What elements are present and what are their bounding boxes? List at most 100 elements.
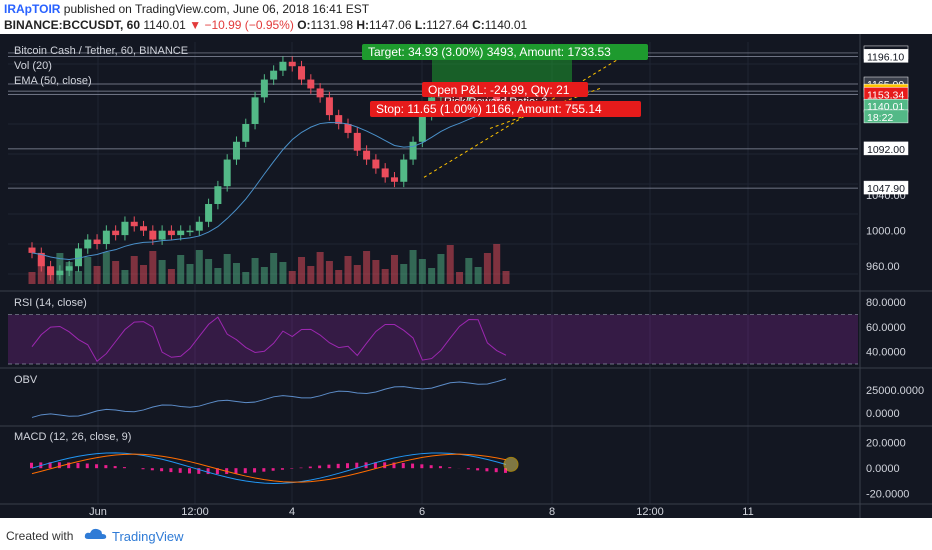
volume-bar [242,272,250,284]
macd-histogram-bar [243,468,247,474]
price-badge [863,141,909,156]
macd-histogram-bar [67,462,71,469]
price-badge-text: 1196.10 [867,51,904,63]
macd-histogram-bar [336,463,340,469]
price-badge [863,180,909,195]
macd-histogram-bar [215,468,219,475]
candle [158,230,166,240]
obv-pane[interactable] [31,378,507,418]
candle [344,124,352,133]
chart-title: Bitcoin Cash / Tether, 60, BINANCE [14,45,188,57]
macd-histogram-bar [113,466,117,469]
volume-bar [400,264,408,284]
macd-histogram-bar [438,466,442,469]
volume-bar [456,272,464,284]
volume-bar [140,265,148,284]
macd-histogram-bar [253,468,257,473]
volume-bar [474,267,482,284]
author-name[interactable]: IRApTOIR [4,2,61,16]
pnl-text: Open P&L: -24.99, Qty: 21 [428,83,570,97]
vol-legend: Vol (20) [14,60,52,72]
macd-label: MACD (12, 26, close, 9) [14,431,131,443]
macd-histogram-bar [95,464,99,469]
macd-histogram-bar [76,462,80,469]
target-label[interactable]: Target: 34.93 (3.00%) 3493, Amount: 1733… [362,44,648,60]
candle [400,159,408,182]
volume-bar [130,256,138,284]
stop-text: Stop: 11.65 (1.00%) 1166, Amount: 755.14 [376,102,602,116]
tradingview-brand[interactable]: TradingView [112,529,184,544]
volume-bar [353,265,361,284]
time-tick: 4 [289,506,295,518]
candle [353,132,361,151]
candle [214,186,222,204]
pnl-label-bg [422,82,588,97]
high-value: 1147.06 [369,18,412,32]
stop-label-bg [370,101,641,117]
candle [335,115,343,124]
axes: 1000.00960.001040.001199.931196.101165.0… [0,34,932,518]
macd-histogram-bar [401,462,405,469]
rsi-pane[interactable] [8,314,858,365]
macd-histogram-bar [188,468,191,474]
candle [28,247,36,253]
volume-bar [205,259,213,284]
rsi-band [8,314,858,364]
down-arrow-icon: ▼ [189,18,202,32]
time-tick: 8 [549,506,555,518]
published-text: published on TradingView.com, June 06, 2… [63,2,370,16]
volume-bar [84,257,92,284]
volume-bar [177,255,185,284]
price-badge-text: 1092.00 [867,144,905,156]
candle [93,239,101,244]
volume-bar [390,255,398,284]
macd-histogram-bar [85,463,89,469]
macd-pane[interactable] [30,452,519,484]
volume-bar [251,258,259,284]
pnl-label[interactable]: Open P&L: -24.99, Qty: 21 [422,82,588,97]
volume-bar [372,260,380,284]
candle [325,97,333,116]
macd-tick: 0.0000 [866,463,900,475]
time-tick: 12:00 [181,506,209,518]
volume-bar [325,261,333,284]
candle [149,230,157,240]
price-badge-text: 18:22 [867,112,893,124]
candle [298,66,306,80]
price-badge [863,109,909,124]
macd-histogram-bar [392,462,396,469]
macd-histogram-bar [466,468,470,470]
macd-histogram-bar [206,468,210,475]
chart-canvas[interactable]: 1000.00960.001040.001199.931196.101165.0… [0,34,932,518]
candle [112,230,120,236]
stop-label[interactable]: Stop: 11.65 (1.00%) 1166, Amount: 755.14 [370,101,641,117]
volume-bar [102,252,110,284]
candle [390,177,398,182]
last-price: 1140.01 [143,18,186,32]
volume-bar [65,262,73,284]
volume-bar [288,271,296,284]
macd-histogram-bar [57,462,61,469]
macd-line [31,452,507,484]
candle [493,92,501,102]
signal-line [31,453,507,483]
macd-histogram-bar [280,468,284,470]
trendline-upper [423,48,637,178]
volume-bar [298,257,306,284]
low-label: L: [414,18,427,32]
macd-histogram-bar [48,462,52,469]
macd-histogram-bar [122,467,126,469]
macd-histogram-bar [160,468,164,472]
ohlc-line: BINANCE:BCCUSDT, 60 1140.01 ▼ −10.99 (−0… [4,18,527,32]
crossover-marker [503,456,519,472]
macd-histogram-bar [383,462,387,469]
rsi-tick: 80.0000 [866,297,906,309]
volume-bar [270,253,278,284]
candle [121,221,129,236]
candle [130,221,138,227]
price-badge [863,49,909,63]
volume-bar [232,263,240,284]
macd-histogram-bar [346,463,349,469]
macd-histogram-bar [411,463,415,469]
price-tick: 1000.00 [866,226,906,238]
